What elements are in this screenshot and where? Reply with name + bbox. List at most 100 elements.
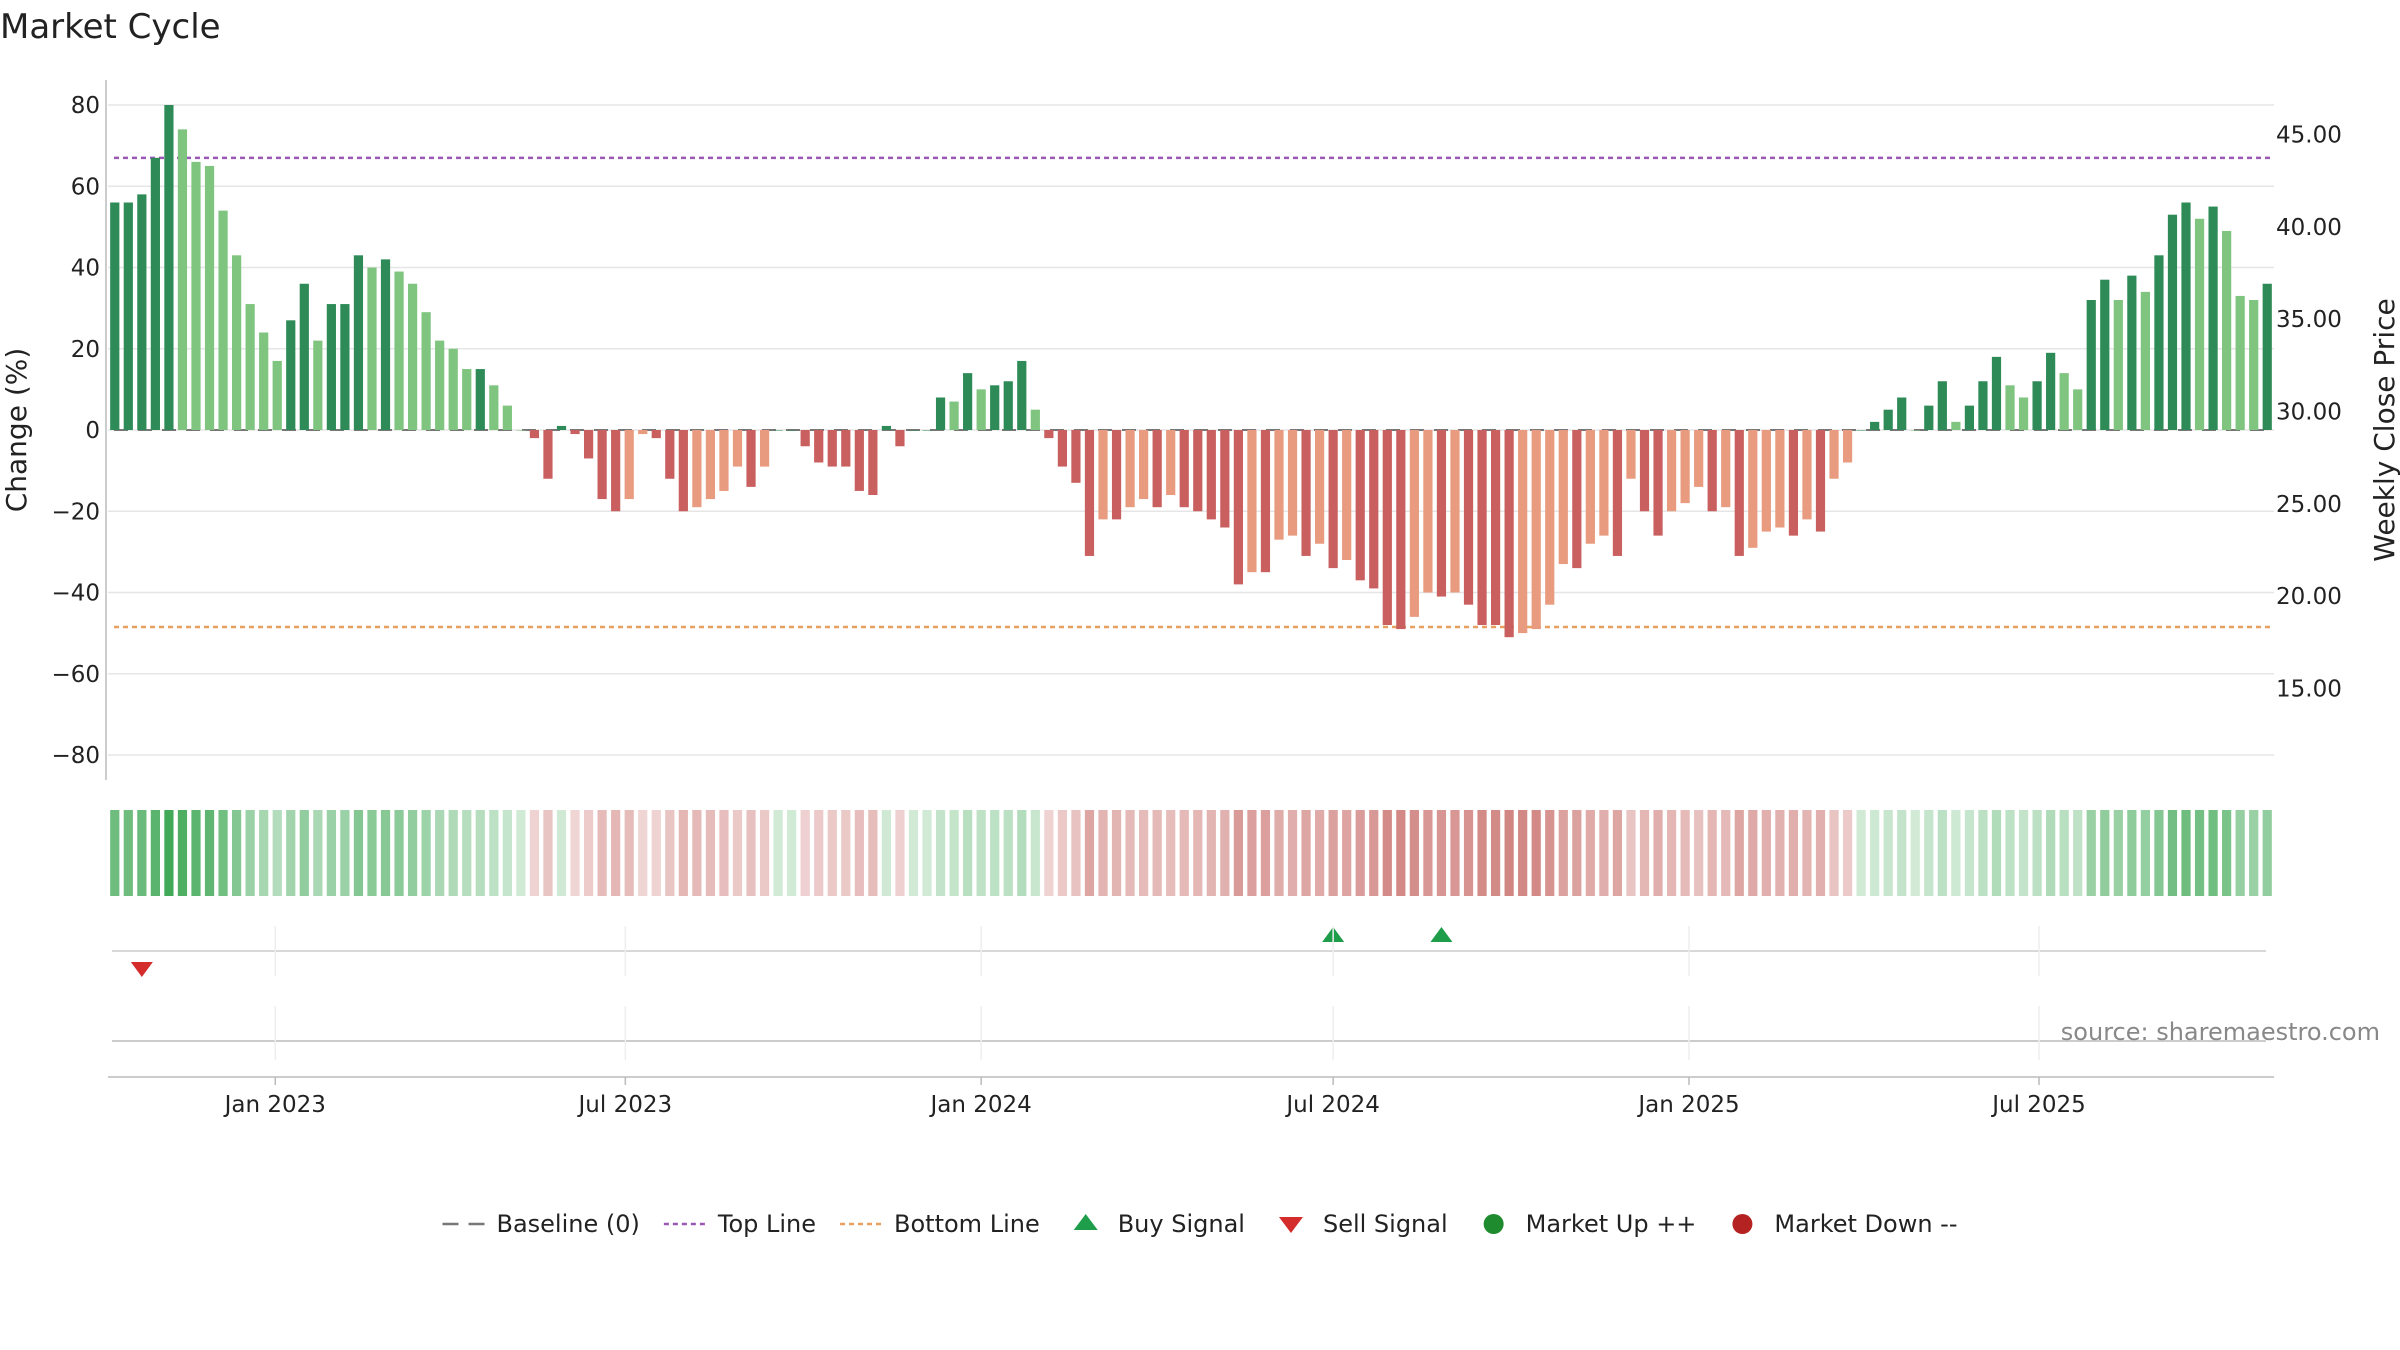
bar xyxy=(638,430,648,435)
bar xyxy=(1193,430,1203,512)
heat-cell xyxy=(1111,810,1122,896)
bar xyxy=(773,430,783,431)
chart-legend: Baseline (0) Top Line Bottom Line Buy Signa… xyxy=(442,1210,1958,1238)
bar xyxy=(1382,430,1392,625)
bar xyxy=(1328,430,1338,569)
y-tick-label: −40 xyxy=(51,581,100,607)
heat-cell xyxy=(2018,810,2029,896)
bar xyxy=(881,425,892,430)
bar xyxy=(1707,430,1717,512)
bar xyxy=(583,430,594,459)
heat-cell xyxy=(1030,810,1040,896)
bar xyxy=(1044,430,1054,439)
market-panel xyxy=(108,1040,2274,1078)
heat-cell xyxy=(814,810,824,896)
heat-cell xyxy=(1694,810,1704,896)
heat-cell xyxy=(881,810,892,896)
heat-cell xyxy=(448,810,458,896)
legend-label: Buy Signal xyxy=(1118,1210,1245,1238)
heat-cell xyxy=(1098,810,1108,896)
heat-cell xyxy=(1829,810,1839,896)
heat-cell xyxy=(2032,810,2042,896)
heat-cell xyxy=(1369,810,1379,896)
bar xyxy=(489,385,499,430)
y-tick-label: 20 xyxy=(71,337,100,363)
heat-cell xyxy=(1951,810,1961,896)
legend-item: Buy Signal xyxy=(1073,1210,1245,1238)
heat-cell xyxy=(1518,810,1528,896)
heat-cell xyxy=(1802,810,1812,896)
bar xyxy=(1084,430,1095,556)
bar xyxy=(475,369,485,430)
heat-cell xyxy=(1342,810,1352,896)
heat-cell xyxy=(462,810,472,896)
heat-cell xyxy=(1057,810,1067,896)
heat-cell xyxy=(570,810,580,896)
bar xyxy=(678,430,688,512)
bar xyxy=(1788,430,1799,536)
heat-cell xyxy=(137,810,147,896)
legend-label: Top Line xyxy=(717,1210,816,1238)
y2-tick-label: 40.00 xyxy=(2276,215,2342,241)
heat-cell xyxy=(1220,810,1230,896)
bar xyxy=(529,430,540,439)
heat-cell xyxy=(1585,810,1595,896)
bar xyxy=(340,304,350,430)
heat-cell xyxy=(1139,810,1149,896)
bar xyxy=(462,369,472,430)
heat-cell xyxy=(1721,810,1731,896)
bar xyxy=(380,259,391,430)
bar xyxy=(177,129,188,430)
legend-item: Sell Signal xyxy=(1278,1210,1448,1238)
x-tick-label: Jan 2025 xyxy=(1636,1092,1739,1118)
heat-cell xyxy=(2181,810,2191,896)
y-tick-label: 80 xyxy=(71,93,100,119)
heat-cell xyxy=(1463,810,1474,896)
heat-cell xyxy=(1504,810,1514,896)
bar xyxy=(1612,430,1623,556)
bar xyxy=(868,430,878,495)
heat-cell xyxy=(1883,810,1893,896)
x-tick-label: Jul 2024 xyxy=(1284,1092,1380,1118)
bar xyxy=(719,430,729,491)
bar xyxy=(1436,430,1447,597)
heat-cell xyxy=(746,810,756,896)
bar xyxy=(1964,405,1975,430)
heat-cell xyxy=(2167,810,2178,896)
heat-cell xyxy=(123,810,133,896)
bar xyxy=(421,312,431,430)
heat-cell xyxy=(502,810,512,896)
heat-cell xyxy=(1355,810,1365,896)
heat-cell xyxy=(2059,810,2069,896)
heat-cell xyxy=(2249,810,2259,896)
heat-cell xyxy=(1247,810,1257,896)
bar xyxy=(232,255,242,430)
y-axis-ticks: 80 60 40 20 0 −20 −40 −60 −80 xyxy=(51,93,100,769)
legend-item: Bottom Line xyxy=(840,1210,1040,1238)
heat-cell xyxy=(516,810,526,896)
legend-label: Bottom Line xyxy=(894,1210,1040,1238)
bar xyxy=(1030,409,1040,430)
heat-cell xyxy=(935,810,946,896)
bar xyxy=(1802,430,1812,520)
heat-cell xyxy=(705,810,716,896)
bar xyxy=(1396,430,1406,630)
bar xyxy=(1355,430,1365,581)
bar xyxy=(110,202,120,430)
x-tick-label: Jul 2023 xyxy=(577,1092,673,1118)
y2-tick-label: 45.00 xyxy=(2276,123,2342,149)
bar xyxy=(1572,430,1582,569)
heat-cell xyxy=(1761,810,1771,896)
heat-cell xyxy=(232,810,242,896)
heat-cell xyxy=(556,810,567,896)
bar xyxy=(800,430,810,447)
bar xyxy=(1883,409,1893,430)
bar xyxy=(1450,430,1460,593)
heat-cell xyxy=(2005,810,2015,896)
legend-symbol xyxy=(1278,1217,1303,1233)
bar xyxy=(150,157,160,430)
bar xyxy=(1409,430,1419,617)
bar xyxy=(611,430,621,512)
y-tick-label: −60 xyxy=(51,662,100,688)
heat-cell xyxy=(245,810,255,896)
